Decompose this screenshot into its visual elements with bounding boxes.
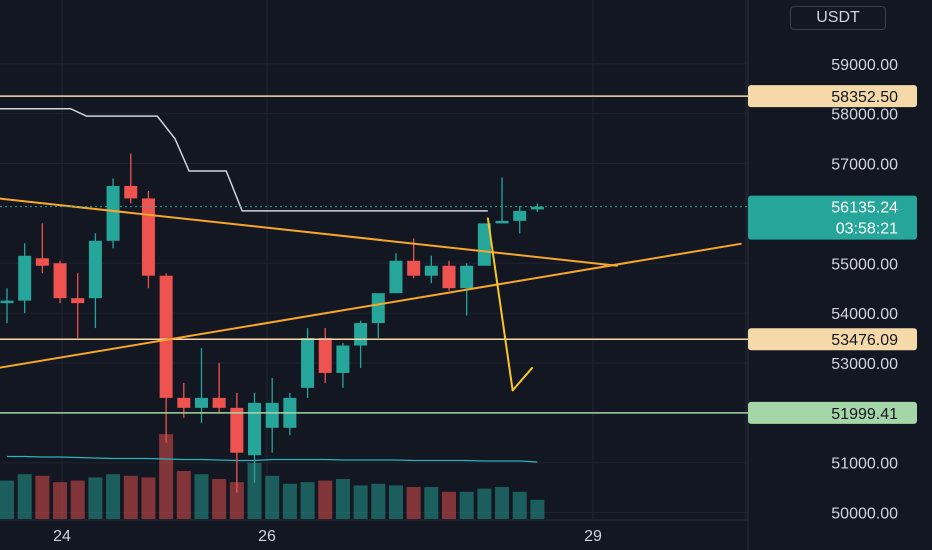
volume-bar (106, 474, 121, 519)
grid (0, 0, 749, 550)
volume-bar (495, 487, 510, 519)
volume-bar (459, 491, 474, 519)
volume-bar (229, 482, 244, 519)
candle-body (35, 258, 49, 266)
volume-bar (212, 479, 227, 519)
trendline (511, 366, 534, 392)
volume-bar (371, 483, 386, 519)
volume-bar (388, 485, 403, 519)
price-tick-label: 58000.00 (831, 107, 898, 124)
price-level-tag-label: 51999.41 (831, 406, 898, 423)
price-tick-label: 55000.00 (831, 256, 898, 273)
volume-bar (88, 477, 103, 519)
candle-body (354, 323, 368, 346)
candle-body (18, 255, 32, 301)
volume-bar (530, 499, 545, 519)
volume-bar (300, 482, 315, 519)
volume-bar (70, 480, 85, 519)
price-level-tag (748, 328, 917, 351)
trendline (0, 197, 618, 267)
candle-body (424, 265, 438, 276)
volume-bar (141, 477, 156, 519)
price-tags: 58352.50 53476.09 51999.41 56135.24 03:58:21 (748, 85, 917, 424)
volume-bar (35, 475, 50, 519)
volume-bars (0, 434, 545, 519)
candle-body (530, 206, 544, 210)
price-level-tag (748, 85, 917, 108)
volume-bar (406, 487, 421, 519)
volume-bar (282, 483, 297, 519)
trendline (486, 217, 514, 392)
volume-bar (194, 474, 209, 519)
candle-body (442, 265, 456, 289)
price-tick-label: 51000.00 (831, 456, 898, 473)
currency-label: USDT (816, 9, 860, 26)
price-tick-label: 54000.00 (831, 306, 898, 323)
volume-bar (318, 480, 333, 519)
volume-bar (353, 485, 368, 519)
candle-body (106, 185, 120, 241)
price-tick-label: 53000.00 (831, 356, 898, 373)
price-tick-label: 59000.00 (831, 57, 898, 74)
candle-body (301, 338, 315, 388)
countdown-label: 03:58:21 (836, 221, 898, 238)
candle-body (88, 240, 102, 299)
candle-body (495, 220, 509, 224)
volume-bar (477, 488, 492, 519)
candle-body (389, 260, 403, 294)
candle-body (212, 397, 226, 408)
candle-body (230, 407, 244, 453)
candle-body (248, 402, 262, 456)
candle-body (53, 263, 67, 299)
horizontal-levels (0, 95, 748, 414)
candle-body (124, 185, 138, 199)
candle-body (460, 265, 474, 289)
price-axis: 59000.00 58000.00 57000.00 55000.00 54000.00… (831, 57, 898, 523)
trendline (0, 242, 742, 369)
volume-bar (159, 434, 174, 519)
candle-body (477, 223, 491, 266)
volume-bar (53, 482, 68, 519)
volume-bar (512, 491, 527, 519)
candle-body (194, 397, 208, 408)
candle-body (71, 298, 85, 304)
date-tick-label: 29 (584, 528, 602, 545)
volume-moving-average-line (7, 455, 538, 463)
volume-bar (123, 475, 138, 519)
date-tick-label: 26 (258, 528, 276, 545)
time-axis: 24 26 29 (53, 528, 602, 545)
date-tick-label: 24 (53, 528, 71, 545)
candle-body (159, 275, 173, 398)
volume-bar (17, 474, 32, 519)
volume-bar (424, 487, 439, 519)
candle-body (141, 198, 155, 276)
candle-body (265, 402, 279, 428)
volume-bar (335, 479, 350, 519)
candle-body (513, 210, 527, 221)
step-indicator-line (0, 107, 488, 212)
price-tick-label: 57000.00 (831, 157, 898, 174)
candle-body (177, 397, 191, 408)
candle-body (318, 338, 332, 373)
candle-body (0, 300, 14, 304)
volume-bar (176, 471, 191, 519)
candle-body (336, 345, 350, 373)
volume-bar (265, 475, 280, 519)
last-price-label: 56135.24 (831, 200, 898, 217)
price-tick-label: 50000.00 (831, 506, 898, 523)
price-level-tag-label: 58352.50 (831, 89, 898, 106)
currency-badge[interactable]: USDT (790, 6, 886, 30)
volume-bar (247, 463, 262, 519)
last-price-tag (748, 195, 917, 240)
price-level-tag (748, 401, 917, 424)
volume-bar (0, 480, 14, 519)
trendlines (0, 197, 742, 392)
candle-body (371, 293, 385, 324)
candle-body (407, 260, 421, 276)
price-level-tag-label: 53476.09 (831, 332, 898, 349)
volume-bar (442, 491, 456, 519)
